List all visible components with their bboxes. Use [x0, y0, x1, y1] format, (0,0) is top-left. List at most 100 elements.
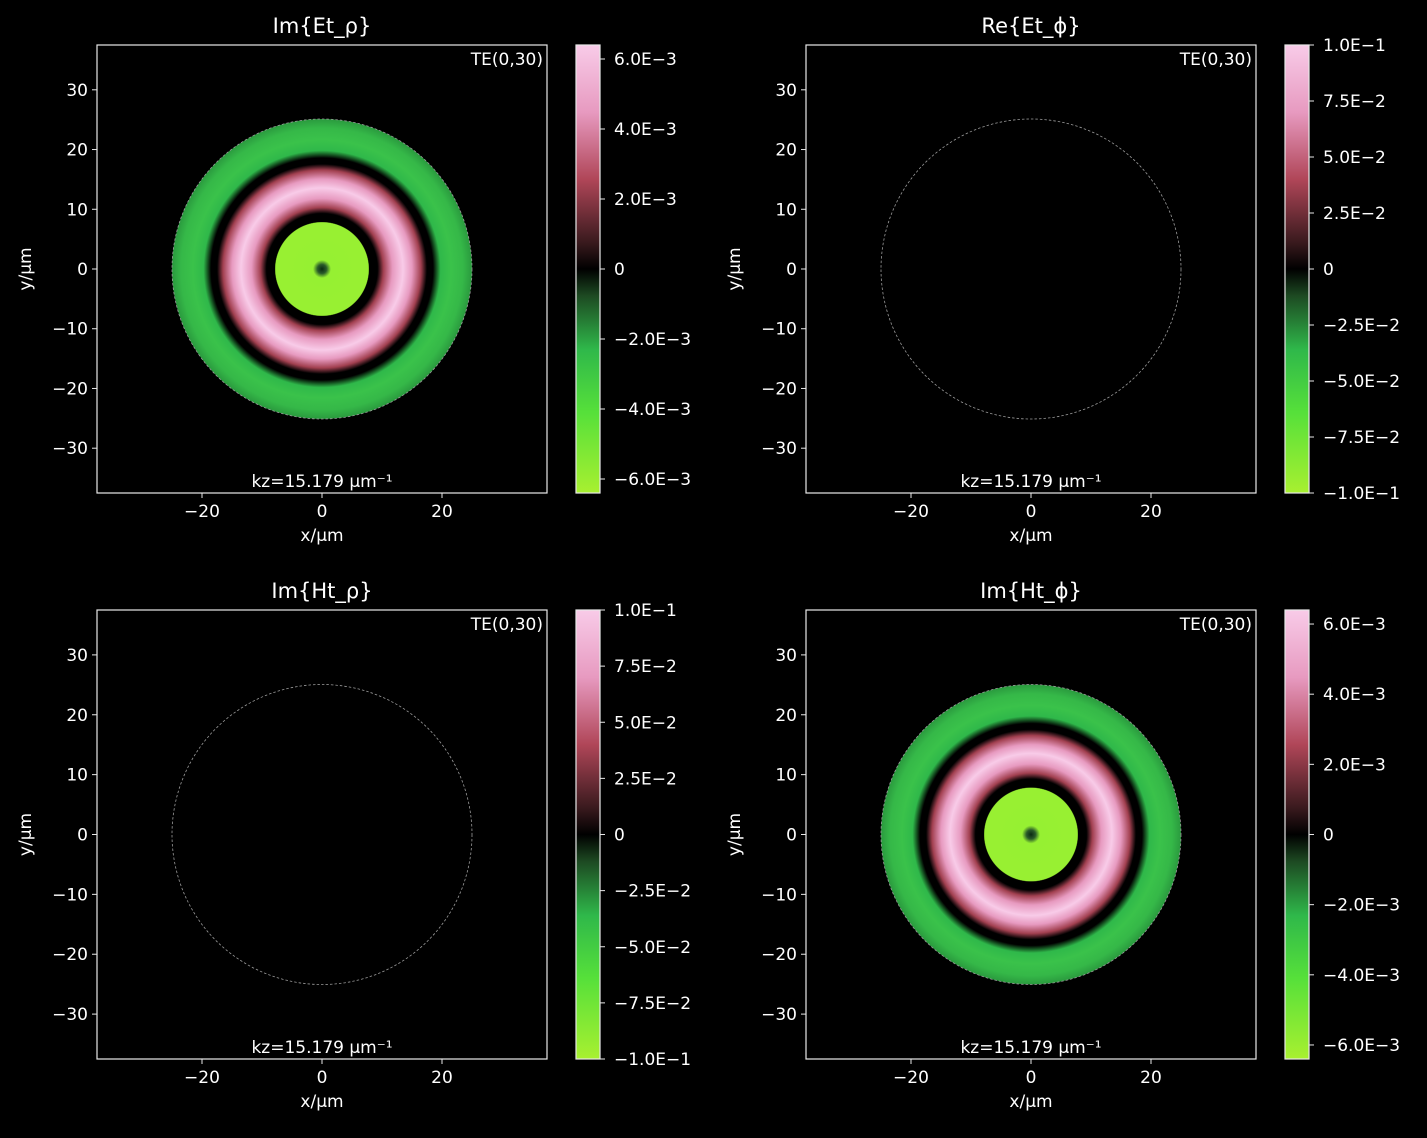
y-tick-label: −20 — [52, 379, 88, 399]
colorbar-tick-label: −5.0E−2 — [1323, 372, 1400, 392]
y-tick-label: −30 — [761, 1005, 797, 1025]
y-tick-label: 20 — [66, 141, 88, 161]
y-tick-label: −10 — [52, 320, 88, 340]
mode-label: TE(0,30) — [470, 50, 543, 70]
colorbar-tick-label: −5.0E−2 — [614, 938, 691, 958]
y-tick-label: 10 — [775, 766, 797, 786]
colorbar-tick-label: −6.0E−3 — [1323, 1036, 1400, 1056]
y-tick-label: 20 — [775, 141, 797, 161]
colorbar-tick-label: 7.5E−2 — [1323, 92, 1386, 112]
colorbar-tick-label: 0 — [614, 826, 625, 846]
colorbar-tick-label: −1.0E−1 — [1323, 484, 1400, 504]
plot-area — [97, 610, 547, 1059]
colorbar-tick-label: 2.5E−2 — [1323, 204, 1386, 224]
colorbar-tick-label: −4.0E−3 — [614, 400, 691, 420]
field-heatmap — [172, 119, 472, 419]
colorbar-tick-label: 5.0E−2 — [614, 713, 677, 733]
x-axis-label: x/μm — [300, 526, 343, 546]
y-tick-label: −30 — [52, 1005, 88, 1025]
x-tick-label: −20 — [184, 502, 220, 522]
colorbar-tick-label: 2.5E−2 — [614, 769, 677, 789]
y-axis-label: y/μm — [725, 247, 745, 290]
colorbar-tick-label: 1.0E−1 — [1323, 36, 1386, 56]
field-heatmap — [881, 684, 1181, 985]
y-tick-label: −10 — [761, 320, 797, 340]
colorbar-gradient — [1285, 45, 1309, 493]
colorbar-tick-label: 5.0E−2 — [1323, 148, 1386, 168]
y-tick-label: 30 — [66, 646, 88, 666]
x-tick-label: 20 — [431, 502, 453, 522]
colorbar-tick-label: 0 — [1323, 826, 1334, 846]
y-axis-label: y/μm — [16, 813, 36, 856]
colorbar-tick-label: 4.0E−3 — [1323, 685, 1386, 705]
y-tick-label: 20 — [775, 706, 797, 726]
subplot-title: Re{Et_ϕ} — [981, 14, 1080, 39]
core-boundary — [880, 118, 1182, 420]
y-axis-label: y/μm — [725, 813, 745, 856]
colorbar: 1.0E−1 7.5E−2 5.0E−2 2.5E−2 0 −2.5E−2 −5.0E−2 −… — [575, 601, 691, 1070]
colorbar-tick-label: −2.5E−2 — [1323, 316, 1400, 336]
y-tick-label: 20 — [66, 706, 88, 726]
y-tick-label: −30 — [52, 439, 88, 459]
x-tick-label: 20 — [1140, 502, 1162, 522]
kz-label: kz=15.179 μm⁻¹ — [251, 472, 392, 492]
x-tick-label: 20 — [431, 1068, 453, 1088]
core-boundary — [171, 684, 473, 985]
field-disk — [881, 684, 1181, 985]
x-axis-label: x/μm — [1009, 526, 1052, 546]
colorbar: 1.0E−1 7.5E−2 5.0E−2 2.5E−2 0 −2.5E−2 −5.0E−2 −… — [1284, 36, 1400, 504]
colorbar: 6.0E−3 4.0E−3 2.0E−3 0 −2.0E−3 −4.0E−3 −6.0E−3 — [1284, 609, 1400, 1060]
x-tick-label: 0 — [1026, 1068, 1037, 1088]
x-tick-label: 0 — [317, 1068, 328, 1088]
colorbar-tick-label: 0 — [1323, 260, 1334, 280]
core-boundary — [880, 684, 1182, 985]
x-tick-label: −20 — [893, 502, 929, 522]
colorbar-tick-label: −1.0E−1 — [614, 1050, 691, 1070]
colorbar-tick-label: −2.0E−3 — [614, 330, 691, 350]
y-tick-label: 10 — [775, 200, 797, 220]
y-tick-label: −20 — [52, 945, 88, 965]
field-disk — [172, 119, 472, 419]
colorbar-tick-label: −2.5E−2 — [614, 882, 691, 902]
mode-label: TE(0,30) — [1179, 50, 1252, 70]
subplot-1: −20 0 20 −30 −20 −10 0 10 20 30 Im{Et_ρ} TE(0,30) kz… — [16, 14, 691, 546]
y-axis-label: y/μm — [16, 247, 36, 290]
y-tick-label: −20 — [761, 379, 797, 399]
y-tick-label: 0 — [77, 260, 88, 280]
colorbar-gradient — [576, 45, 600, 493]
y-tick-label: 10 — [66, 766, 88, 786]
colorbar-tick-label: 0 — [614, 260, 625, 280]
colorbar-tick-label: −7.5E−2 — [1323, 428, 1400, 448]
x-axis-label: x/μm — [300, 1092, 343, 1112]
x-tick-label: −20 — [893, 1068, 929, 1088]
colorbar-tick-label: 7.5E−2 — [614, 657, 677, 677]
kz-label: kz=15.179 μm⁻¹ — [960, 1038, 1101, 1058]
y-tick-label: 0 — [786, 260, 797, 280]
colorbar-tick-label: 4.0E−3 — [614, 120, 677, 140]
subplot-3: −20 0 20 −30 −20 −10 0 10 20 30 Im{Ht_ρ} TE(0,30) kz… — [16, 579, 691, 1112]
subplot-title: Im{Et_ρ} — [273, 14, 372, 39]
colorbar-tick-label: 1.0E−1 — [614, 601, 677, 621]
y-tick-label: 30 — [775, 81, 797, 101]
subplot-title: Im{Ht_ϕ} — [980, 579, 1082, 604]
colorbar-tick-label: 2.0E−3 — [1323, 755, 1386, 775]
colorbar-tick-label: −7.5E−2 — [614, 994, 691, 1014]
y-tick-label: 30 — [775, 646, 797, 666]
colorbar-tick-label: −4.0E−3 — [1323, 966, 1400, 986]
x-tick-label: 20 — [1140, 1068, 1162, 1088]
y-tick-label: −10 — [52, 885, 88, 905]
colorbar-gradient — [1285, 610, 1309, 1059]
colorbar-tick-label: 6.0E−3 — [1323, 615, 1386, 635]
subplot-title: Im{Ht_ρ} — [271, 579, 372, 604]
kz-label: kz=15.179 μm⁻¹ — [960, 472, 1101, 492]
y-tick-label: 10 — [66, 200, 88, 220]
y-tick-label: 0 — [77, 826, 88, 846]
colorbar-tick-label: 6.0E−3 — [614, 50, 677, 70]
y-tick-label: 30 — [66, 81, 88, 101]
colorbar-tick-label: 2.0E−3 — [614, 190, 677, 210]
subplot-2: −20 0 20 −30 −20 −10 0 10 20 30 Re{Et_ϕ} TE(0,30) kz… — [725, 14, 1400, 546]
plot-area — [806, 45, 1256, 493]
x-tick-label: −20 — [184, 1068, 220, 1088]
y-tick-label: 0 — [786, 826, 797, 846]
kz-label: kz=15.179 μm⁻¹ — [251, 1038, 392, 1058]
